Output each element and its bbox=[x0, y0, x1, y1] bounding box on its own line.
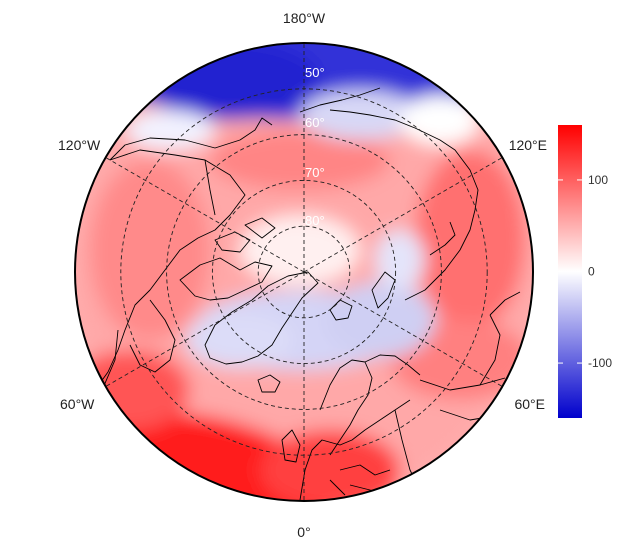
border-canada-us bbox=[99, 329, 119, 396]
taymyr-coast bbox=[429, 221, 456, 256]
anomaly-field bbox=[75, 43, 533, 501]
meridian--120 bbox=[105, 157, 305, 273]
lat-label-70: 70° bbox=[305, 165, 325, 180]
graticule bbox=[105, 43, 503, 501]
meridian-60 bbox=[303, 271, 503, 387]
colorbar-ticks: 100 0 -100 bbox=[558, 173, 612, 370]
siberia-coast bbox=[329, 109, 479, 301]
lat-label-50: 50° bbox=[305, 65, 325, 80]
uk-outline bbox=[281, 429, 301, 463]
coastlines bbox=[94, 87, 521, 501]
alaska-coast bbox=[109, 117, 273, 161]
lon-label-120w: 120°W bbox=[58, 137, 101, 153]
lat-label-60: 60° bbox=[305, 115, 325, 130]
north-america-coast bbox=[94, 149, 246, 391]
border-china bbox=[479, 314, 501, 386]
lat-label-80: 80° bbox=[305, 213, 325, 228]
canadian-archipelago-outline bbox=[179, 217, 276, 301]
svalbard-outline bbox=[329, 299, 353, 321]
scandinavia-coast bbox=[319, 359, 373, 456]
latitude-labels: 50° 60° 70° 80° bbox=[305, 65, 325, 228]
colorbar: 100 0 -100 bbox=[558, 125, 612, 418]
meridian--60 bbox=[105, 271, 305, 387]
novaya-zemlya-outline bbox=[371, 271, 396, 309]
meridian-120 bbox=[303, 157, 503, 273]
longitude-labels: 180°W 120°E 60°E 0° 60°W 120°W bbox=[58, 10, 547, 540]
lon-label-0: 0° bbox=[297, 524, 310, 540]
europe-coast bbox=[299, 399, 411, 501]
parallel-60 bbox=[166, 134, 442, 410]
border-mongolia bbox=[489, 291, 521, 316]
colorbar-tick-label: -100 bbox=[588, 356, 612, 370]
lon-label-180w: 180°W bbox=[283, 10, 326, 26]
map-border bbox=[74, 42, 534, 502]
colorbar-tick-label: 0 bbox=[588, 265, 595, 279]
border-europe-1 bbox=[339, 464, 391, 476]
hudson-bay-coast bbox=[129, 299, 176, 373]
border-russia-south bbox=[419, 377, 506, 391]
lon-label-60e: 60°E bbox=[514, 396, 545, 412]
lon-label-60w: 60°W bbox=[60, 396, 95, 412]
border-europe-3 bbox=[329, 479, 346, 496]
chukotka-coast bbox=[299, 87, 381, 113]
kola-coast bbox=[364, 354, 421, 376]
border-alaska-canada bbox=[204, 159, 216, 216]
iceland-outline bbox=[257, 374, 281, 393]
greenland-outline bbox=[204, 271, 319, 365]
colorbar-tick-label: 100 bbox=[588, 173, 608, 187]
lon-label-120e: 120°E bbox=[509, 137, 547, 153]
